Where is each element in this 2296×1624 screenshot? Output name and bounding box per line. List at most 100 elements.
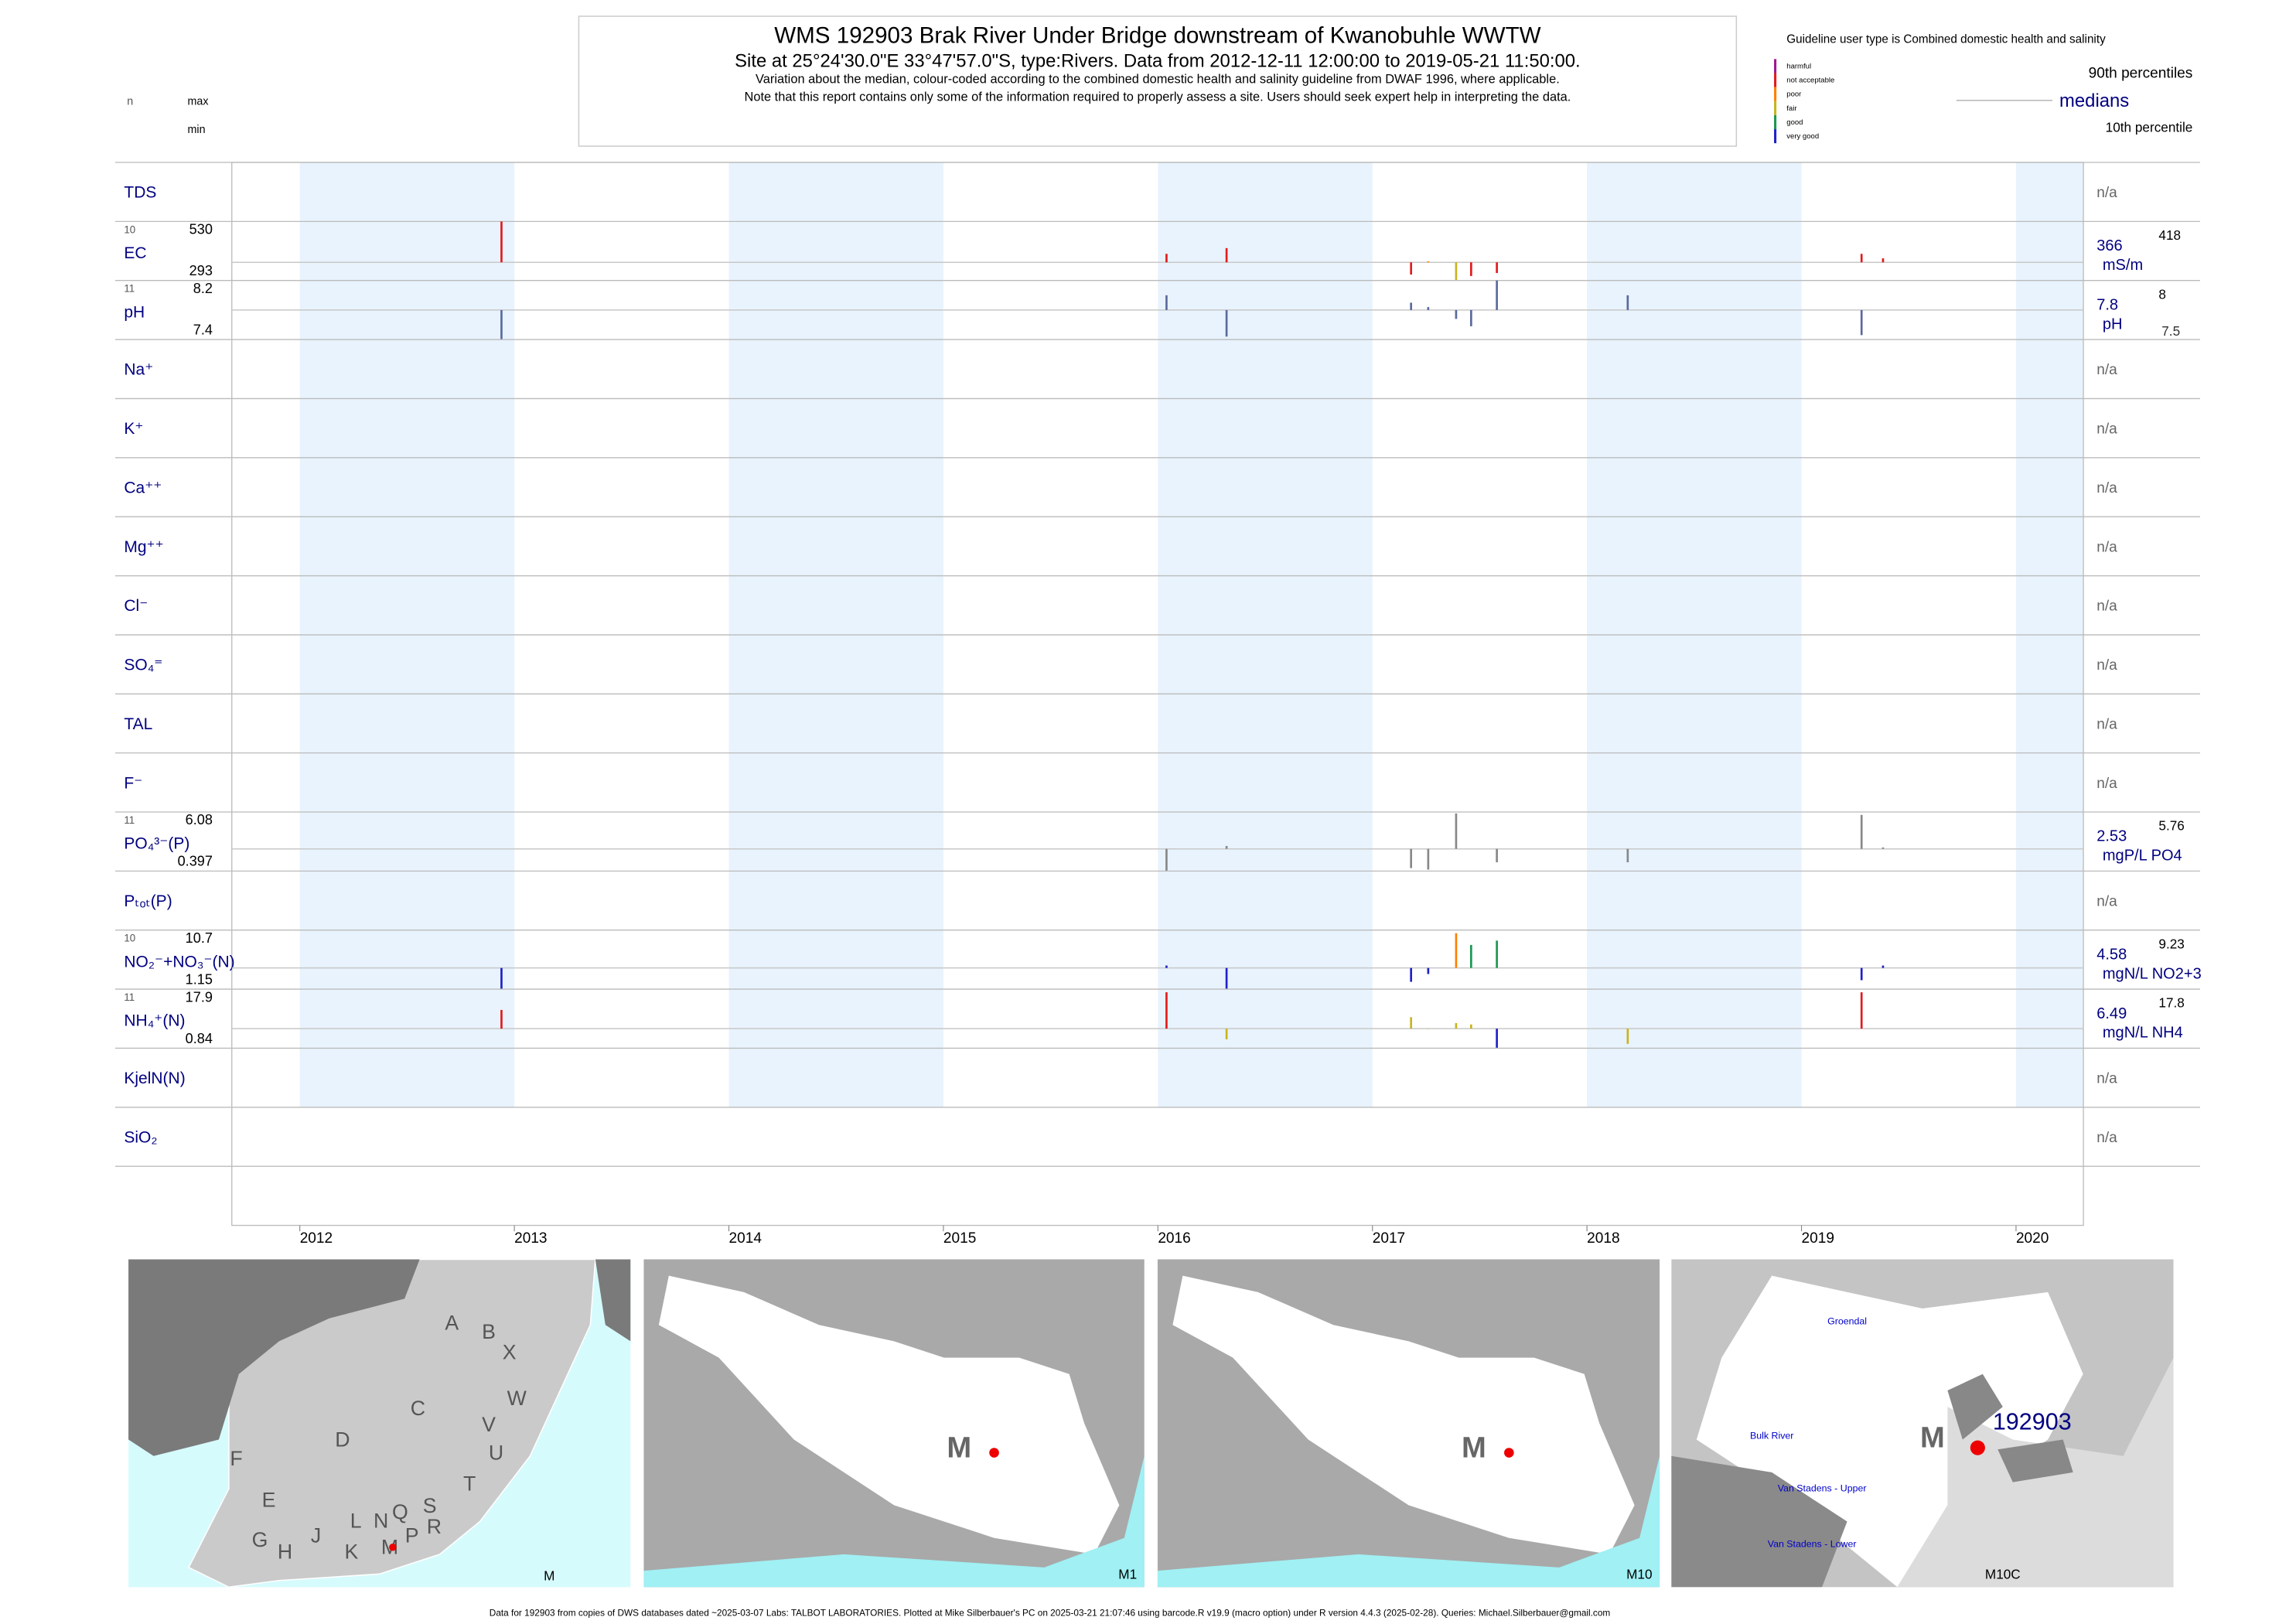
p90-label: 17.8 [2158, 995, 2184, 1011]
row-n: 11 [124, 283, 135, 295]
legend-swatch [1774, 114, 1777, 130]
row-max: 8.2 [193, 281, 213, 296]
map-region-label: J [311, 1523, 321, 1547]
row-n: 10 [124, 223, 135, 235]
row-label: K⁺ [124, 420, 143, 438]
row-n: 11 [124, 814, 135, 826]
unit-label: mS/m [2103, 257, 2143, 274]
unit-label: pH [2103, 316, 2123, 333]
row-label: NH₄⁺(N) [124, 1012, 185, 1030]
legend-swatch [1774, 87, 1777, 101]
legend-swatch [1774, 73, 1777, 87]
map-place-label: Van Stadens - Upper [1778, 1482, 1867, 1493]
row-label: NO₂⁻+NO₃⁻(N) [124, 953, 234, 971]
x-tick-label: 2013 [514, 1230, 547, 1247]
map-region-label: R [427, 1515, 442, 1538]
na-label: n/a [2096, 421, 2117, 438]
map-caption: M10 [1626, 1567, 1652, 1582]
legend-title: Guideline user type is Combined domestic… [1786, 33, 2106, 46]
na-label: n/a [2096, 776, 2117, 792]
map-region-label: S [423, 1494, 437, 1517]
corner-min: min [187, 124, 205, 136]
x-tick-label: 2012 [300, 1230, 333, 1247]
row-label: Mg⁺⁺ [124, 538, 163, 556]
map-panel: ABXCWVDUFTESQNLRGHJKMPM [128, 1258, 631, 1588]
map-neighbour [128, 1259, 420, 1456]
map-place-label: Van Stadens - Lower [1768, 1538, 1857, 1549]
legend-class: harmful [1786, 62, 1811, 70]
map-region-label: N [374, 1509, 388, 1532]
map-region-label: B [482, 1320, 496, 1343]
row-label: SO₄⁼ [124, 657, 162, 674]
site-dot [389, 1543, 397, 1551]
row-min: 7.4 [193, 322, 213, 337]
site-dot [989, 1448, 999, 1458]
p90-label: 5.76 [2158, 818, 2184, 834]
x-tick-label: 2015 [943, 1230, 976, 1247]
legend-class: good [1786, 118, 1803, 127]
row-label: PO₄³⁻(P) [124, 835, 189, 853]
p90-label: 418 [2158, 227, 2181, 243]
map-region-label: Q [392, 1500, 408, 1523]
map-panel: Groendal Bulk River Van Stadens - Upper Van… [1671, 1259, 2174, 1588]
map-caption: M1 [1118, 1567, 1137, 1582]
legend-swatch [1774, 101, 1777, 115]
map-region-label: V [482, 1413, 496, 1436]
p90-label: 8 [2158, 286, 2166, 302]
map-region-label: G [252, 1528, 268, 1551]
x-tick-label: 2018 [1587, 1230, 1619, 1247]
row-label: Pₜₒₜ(P) [124, 892, 172, 910]
unit-label: mgP/L PO4 [2103, 848, 2182, 865]
map-region-label: U [489, 1441, 503, 1465]
p10-label: 7.5 [2161, 323, 2180, 339]
x-tick-label: 2016 [1158, 1230, 1190, 1247]
corner-n: n [127, 96, 133, 108]
row-label: TAL [124, 715, 152, 733]
title: WMS 192903 Brak River Under Bridge downs… [774, 23, 1540, 49]
map-panel: M M10 [1157, 1259, 1660, 1588]
site-dot [1970, 1440, 1985, 1455]
median-label: 6.49 [2096, 1005, 2127, 1022]
map-catchment [1696, 1275, 2083, 1588]
map-region-label: H [278, 1540, 292, 1563]
map-site-letter: M [1462, 1431, 1486, 1464]
map-urban [1997, 1439, 2073, 1482]
map-region-label: A [445, 1312, 459, 1335]
p90-label: 9.23 [2158, 936, 2184, 951]
map-place-label: Groendal [1827, 1315, 1867, 1326]
row-label: SiO₂ [124, 1128, 157, 1146]
map-urban [1947, 1373, 2003, 1440]
na-label: n/a [2096, 539, 2117, 555]
map-sea [1157, 1455, 1660, 1588]
legend-class: not acceptable [1786, 77, 1834, 85]
na-label: n/a [2096, 657, 2117, 674]
map-site-letter: M [947, 1431, 971, 1464]
note: Variation about the median, colour-coded… [756, 72, 1560, 86]
corner-max: max [187, 96, 208, 108]
header-box [578, 15, 1738, 147]
row-max: 530 [189, 222, 213, 237]
median-label: 2.53 [2096, 828, 2127, 845]
row-min: 0.84 [186, 1031, 213, 1046]
map-place-label: 192903 [1993, 1408, 2072, 1435]
na-label: n/a [2096, 1071, 2117, 1087]
map-region-label: C [411, 1397, 425, 1420]
site-dot [1504, 1448, 1514, 1458]
legend-p10: 10th percentile [2106, 120, 2193, 135]
na-label: n/a [2096, 716, 2117, 732]
row-label: Cl⁻ [124, 597, 148, 615]
row-label: F⁻ [124, 774, 142, 792]
legend-median: medians [2059, 90, 2129, 111]
legend-class: very good [1786, 132, 1819, 141]
row-label: pH [124, 303, 145, 321]
row-label: KjelN(N) [124, 1070, 185, 1087]
map-neighbour [595, 1259, 631, 1342]
map-zone [1671, 1455, 1847, 1588]
map-place-label: Bulk River [1750, 1431, 1793, 1441]
map-panel: M M1 [643, 1259, 1145, 1588]
row-n: 11 [124, 991, 135, 1003]
na-label: n/a [2096, 599, 2117, 615]
legend-swatch [1774, 129, 1777, 144]
row-min: 0.397 [178, 854, 213, 869]
